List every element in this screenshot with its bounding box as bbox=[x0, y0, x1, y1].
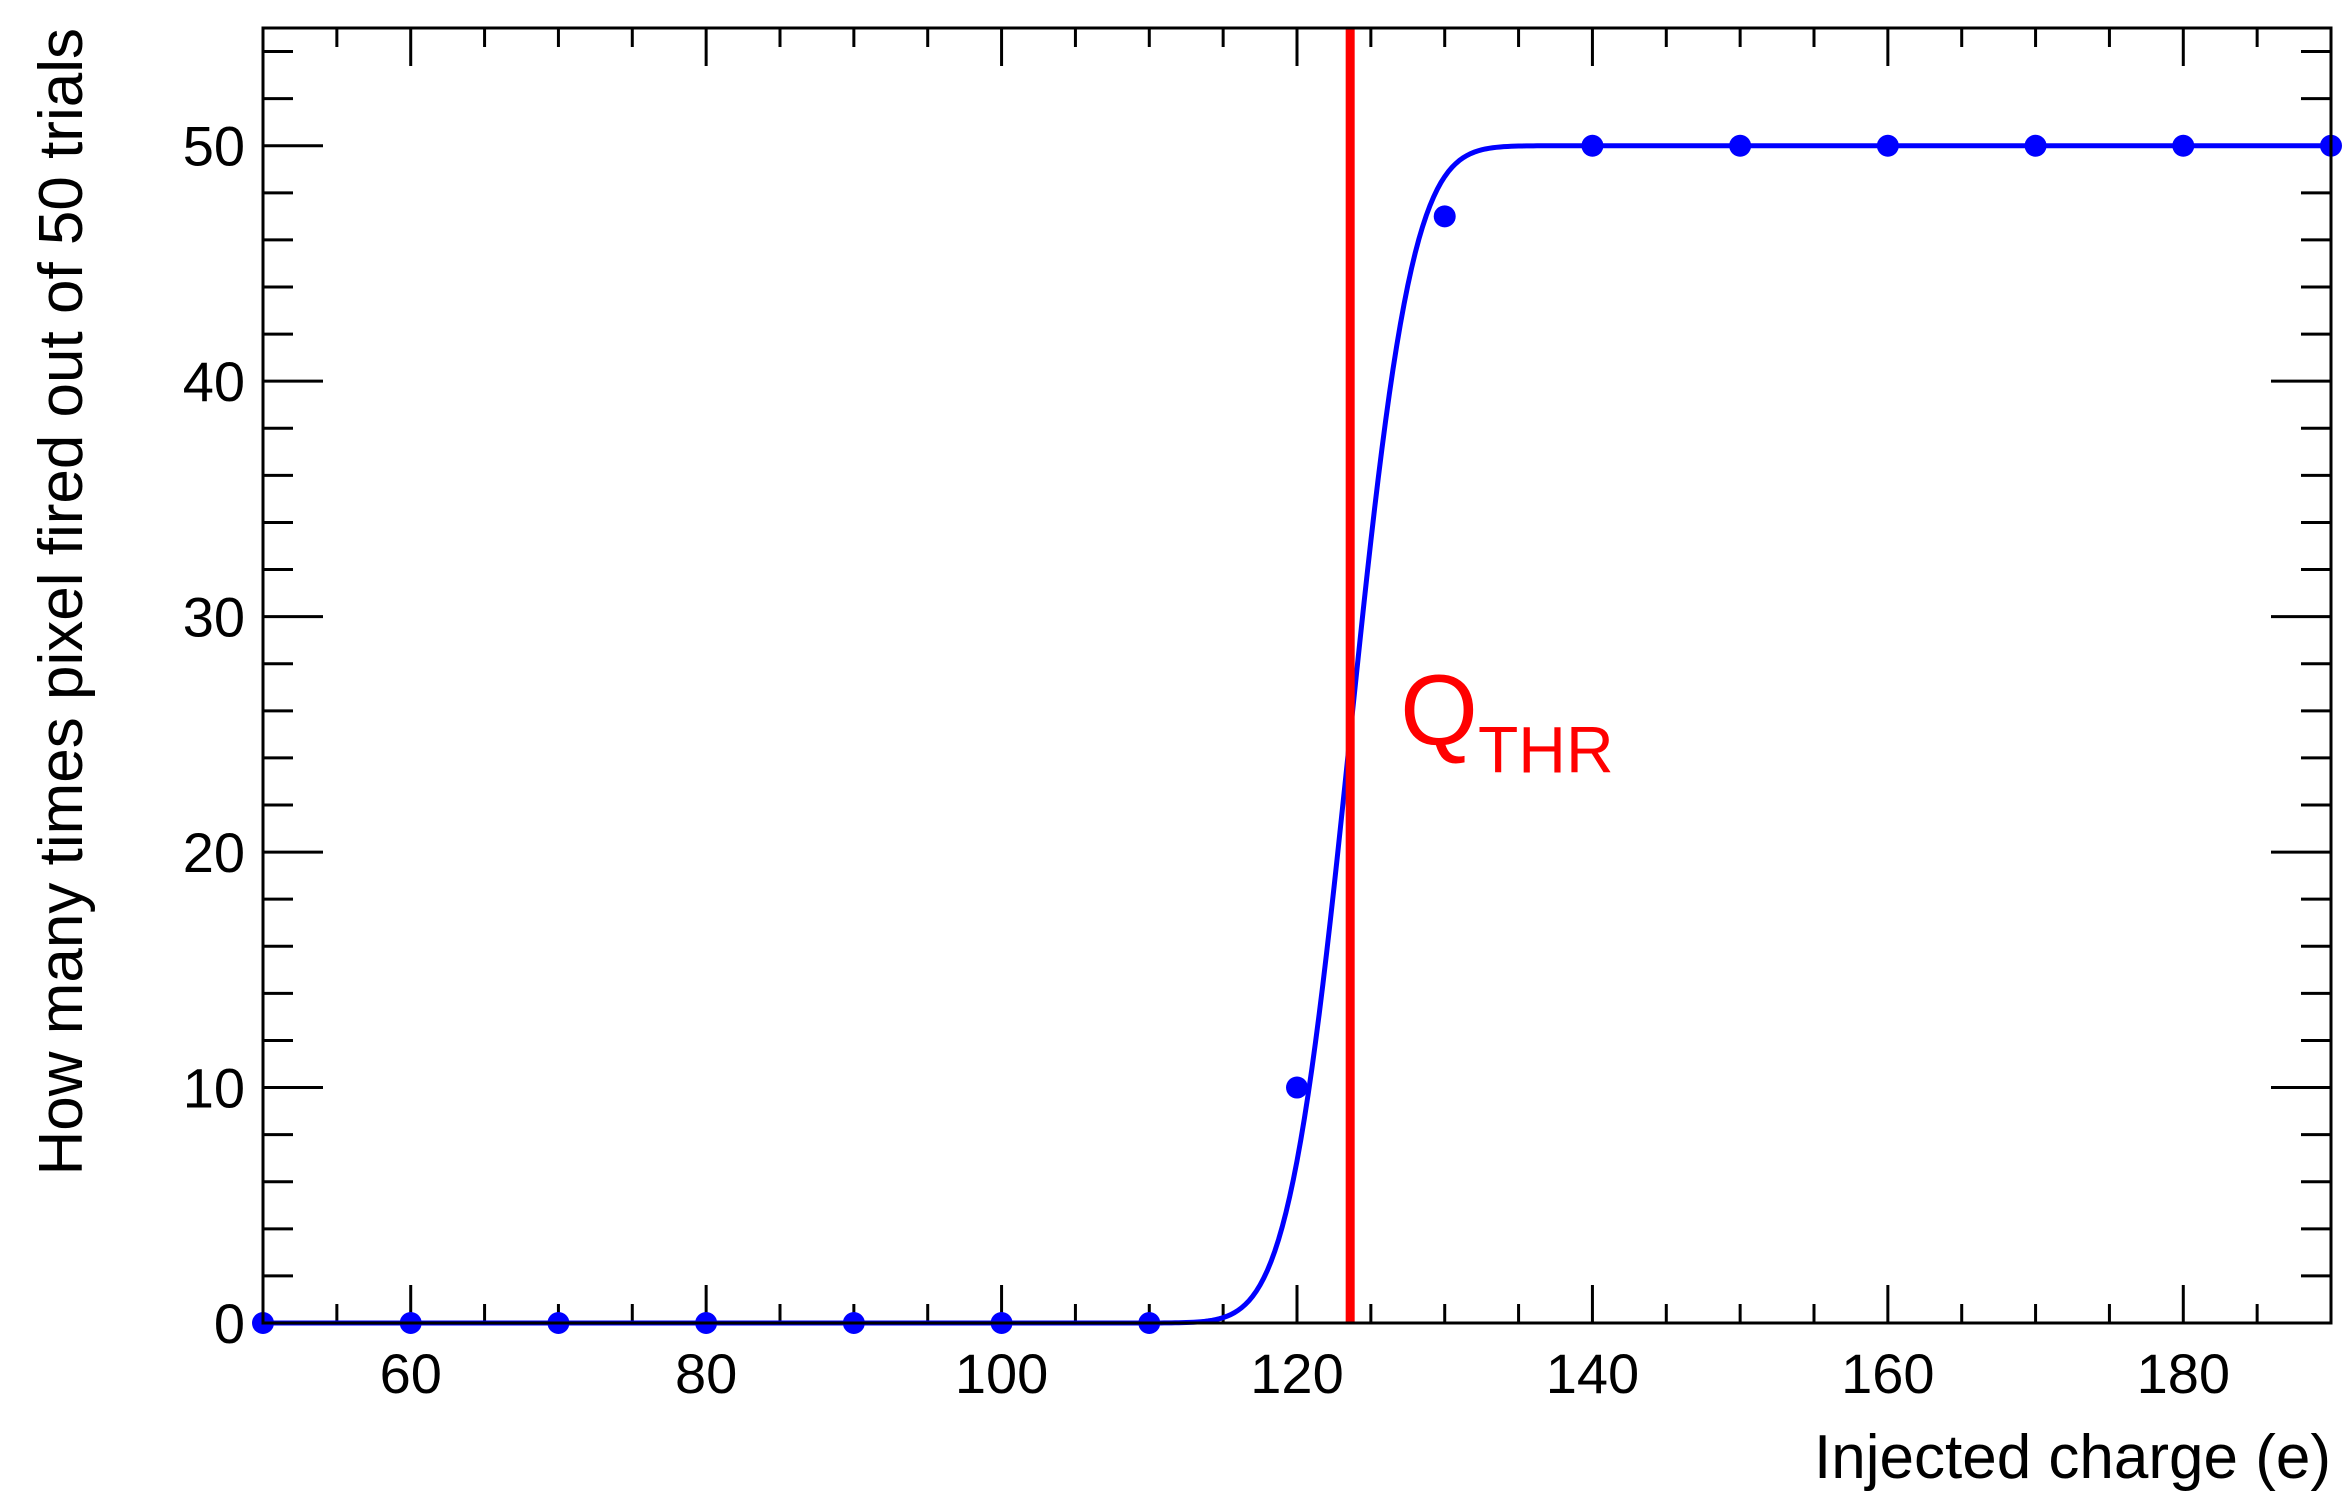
x-tick-label: 180 bbox=[2137, 1342, 2230, 1405]
x-tick-label: 100 bbox=[955, 1342, 1048, 1405]
x-tick-label: 160 bbox=[1841, 1342, 1934, 1405]
threshold-label-subscript: THR bbox=[1478, 712, 1614, 786]
plot-frame bbox=[261, 26, 2333, 1325]
x-tick-label: 140 bbox=[1546, 1342, 1639, 1405]
y-axis-title: How many times pixel fired out of 50 tri… bbox=[27, 28, 96, 1175]
data-point bbox=[2024, 134, 2047, 157]
x-tick-label: 120 bbox=[1250, 1342, 1343, 1405]
data-point bbox=[1581, 134, 1604, 157]
y-tick-label: 50 bbox=[183, 115, 245, 178]
data-point bbox=[1876, 134, 1899, 157]
x-axis-title: Injected charge (e) bbox=[1814, 1423, 2331, 1492]
x-tick-label: 60 bbox=[380, 1342, 442, 1405]
data-point bbox=[1729, 134, 1752, 157]
y-tick-label: 20 bbox=[183, 821, 245, 884]
x-tick-label: 80 bbox=[675, 1342, 737, 1405]
tick-labels: 60 80 100 120 140 160 180 0 10 20 30 40 50 bbox=[183, 115, 2230, 1405]
data-point bbox=[2172, 134, 2195, 157]
y-tick-label: 30 bbox=[183, 586, 245, 649]
axis-ticks bbox=[261, 28, 2333, 1325]
data-point bbox=[1433, 205, 1456, 228]
y-tick-label: 0 bbox=[214, 1292, 245, 1355]
y-tick-label: 10 bbox=[183, 1057, 245, 1120]
threshold-label: QTHR bbox=[1400, 654, 1613, 786]
data-points bbox=[252, 134, 2342, 1334]
data-point bbox=[1286, 1076, 1308, 1099]
threshold-label-main: Q bbox=[1400, 654, 1478, 766]
y-tick-label: 40 bbox=[183, 350, 245, 413]
